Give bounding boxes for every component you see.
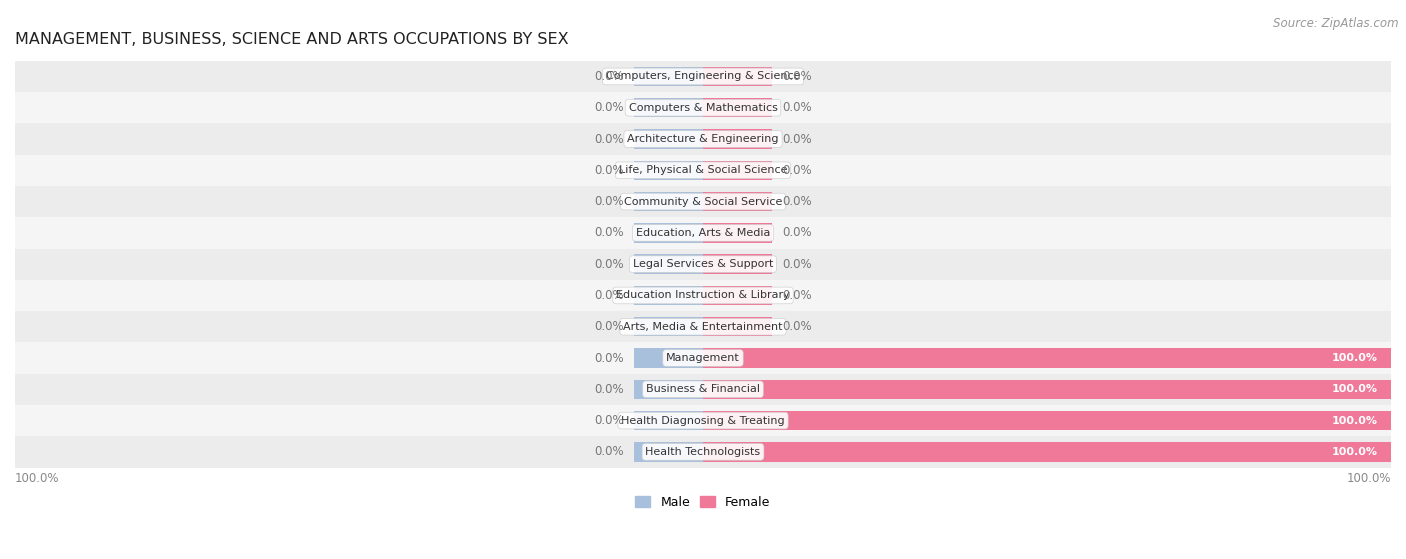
Bar bbox=[703, 67, 772, 86]
Text: Arts, Media & Entertainment: Arts, Media & Entertainment bbox=[623, 322, 783, 331]
Bar bbox=[634, 286, 703, 305]
Text: Computers, Engineering & Science: Computers, Engineering & Science bbox=[606, 72, 800, 82]
Bar bbox=[15, 61, 1391, 92]
Text: 0.0%: 0.0% bbox=[595, 70, 624, 83]
Text: MANAGEMENT, BUSINESS, SCIENCE AND ARTS OCCUPATIONS BY SEX: MANAGEMENT, BUSINESS, SCIENCE AND ARTS O… bbox=[15, 32, 568, 47]
Text: Source: ZipAtlas.com: Source: ZipAtlas.com bbox=[1274, 17, 1399, 30]
Bar bbox=[634, 192, 703, 211]
Text: 0.0%: 0.0% bbox=[782, 320, 811, 333]
Text: 100.0%: 100.0% bbox=[1331, 384, 1378, 394]
Text: Life, Physical & Social Science: Life, Physical & Social Science bbox=[619, 165, 787, 176]
Text: Education Instruction & Library: Education Instruction & Library bbox=[616, 291, 790, 300]
Text: 0.0%: 0.0% bbox=[595, 289, 624, 302]
Bar bbox=[15, 405, 1391, 436]
Text: 100.0%: 100.0% bbox=[1331, 447, 1378, 457]
Text: Health Technologists: Health Technologists bbox=[645, 447, 761, 457]
Text: 100.0%: 100.0% bbox=[1331, 353, 1378, 363]
Bar bbox=[703, 129, 772, 149]
Bar bbox=[634, 380, 703, 399]
Bar bbox=[634, 98, 703, 117]
Text: 0.0%: 0.0% bbox=[595, 414, 624, 427]
Text: 0.0%: 0.0% bbox=[595, 226, 624, 239]
Bar bbox=[703, 254, 772, 274]
Bar bbox=[634, 129, 703, 149]
Text: 0.0%: 0.0% bbox=[595, 195, 624, 208]
Text: 100.0%: 100.0% bbox=[15, 472, 59, 485]
Text: Computers & Mathematics: Computers & Mathematics bbox=[628, 103, 778, 113]
Bar bbox=[15, 155, 1391, 186]
Text: 0.0%: 0.0% bbox=[595, 164, 624, 177]
Bar bbox=[15, 373, 1391, 405]
Bar bbox=[634, 254, 703, 274]
Text: Health Diagnosing & Treating: Health Diagnosing & Treating bbox=[621, 415, 785, 425]
Bar bbox=[634, 411, 703, 430]
Bar bbox=[15, 186, 1391, 217]
Bar bbox=[15, 124, 1391, 155]
Bar bbox=[703, 411, 1391, 430]
Bar bbox=[703, 317, 772, 337]
Bar bbox=[634, 442, 703, 462]
Text: 0.0%: 0.0% bbox=[782, 258, 811, 271]
Text: 0.0%: 0.0% bbox=[782, 195, 811, 208]
Bar bbox=[634, 67, 703, 86]
Text: Community & Social Service: Community & Social Service bbox=[624, 197, 782, 207]
Text: 0.0%: 0.0% bbox=[782, 101, 811, 114]
Text: 0.0%: 0.0% bbox=[595, 383, 624, 396]
Bar bbox=[703, 442, 1391, 462]
Bar bbox=[634, 317, 703, 337]
Text: Architecture & Engineering: Architecture & Engineering bbox=[627, 134, 779, 144]
Bar bbox=[15, 436, 1391, 467]
Text: 100.0%: 100.0% bbox=[1331, 415, 1378, 425]
Text: Education, Arts & Media: Education, Arts & Media bbox=[636, 228, 770, 238]
Bar bbox=[703, 98, 772, 117]
Text: 0.0%: 0.0% bbox=[595, 446, 624, 458]
Bar bbox=[15, 342, 1391, 373]
Legend: Male, Female: Male, Female bbox=[630, 491, 776, 514]
Bar bbox=[703, 380, 1391, 399]
Text: Management: Management bbox=[666, 353, 740, 363]
Text: 0.0%: 0.0% bbox=[595, 320, 624, 333]
Bar bbox=[634, 223, 703, 243]
Bar bbox=[703, 160, 772, 180]
Text: 0.0%: 0.0% bbox=[595, 258, 624, 271]
Text: Legal Services & Support: Legal Services & Support bbox=[633, 259, 773, 269]
Text: 0.0%: 0.0% bbox=[595, 132, 624, 145]
Bar bbox=[15, 311, 1391, 342]
Bar bbox=[15, 92, 1391, 124]
Text: Business & Financial: Business & Financial bbox=[645, 384, 761, 394]
Bar bbox=[634, 348, 703, 368]
Bar bbox=[703, 348, 1391, 368]
Text: 0.0%: 0.0% bbox=[595, 352, 624, 364]
Text: 0.0%: 0.0% bbox=[595, 101, 624, 114]
Text: 0.0%: 0.0% bbox=[782, 132, 811, 145]
Bar bbox=[703, 286, 772, 305]
Text: 100.0%: 100.0% bbox=[1347, 472, 1391, 485]
Text: 0.0%: 0.0% bbox=[782, 164, 811, 177]
Bar bbox=[15, 217, 1391, 249]
Bar bbox=[703, 192, 772, 211]
Bar bbox=[15, 280, 1391, 311]
Text: 0.0%: 0.0% bbox=[782, 70, 811, 83]
Text: 0.0%: 0.0% bbox=[782, 226, 811, 239]
Bar bbox=[703, 223, 772, 243]
Bar bbox=[634, 160, 703, 180]
Bar bbox=[15, 249, 1391, 280]
Text: 0.0%: 0.0% bbox=[782, 289, 811, 302]
